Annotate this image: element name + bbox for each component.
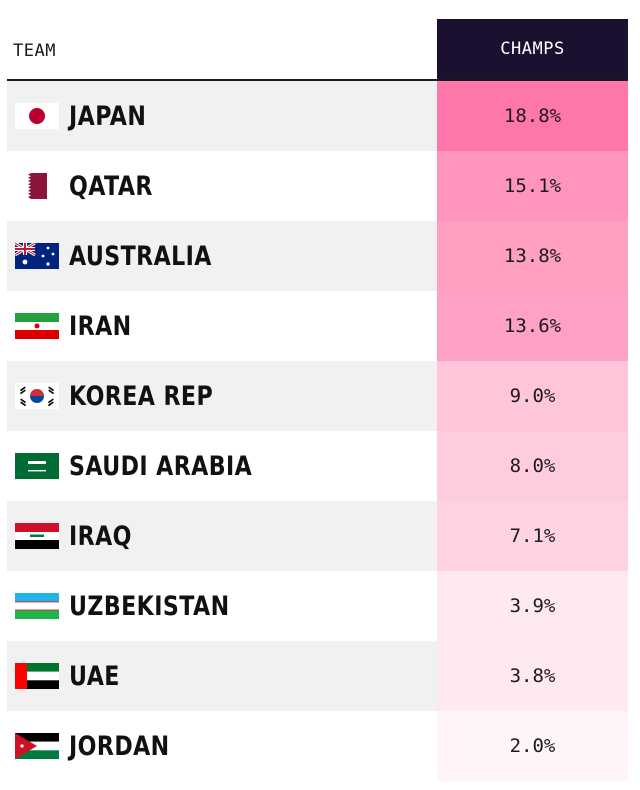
champs-value: 2.0% [509, 735, 556, 757]
champs-value: 3.8% [509, 665, 556, 687]
team-cell: QATAR [7, 151, 437, 221]
saudi-arabia-flag-icon [15, 453, 59, 479]
korea-flag-icon [15, 383, 59, 409]
champs-value: 15.1% [503, 175, 562, 197]
table-row: AUSTRALIA 13.8% [7, 221, 628, 291]
team-name: QATAR [69, 170, 153, 202]
team-name: IRAN [69, 310, 132, 342]
team-cell: AUSTRALIA [7, 221, 437, 291]
champs-column-header: CHAMPS [437, 19, 628, 79]
champs-value: 13.6% [503, 315, 562, 337]
iraq-flag-icon [15, 523, 59, 549]
champs-cell: 13.8% [437, 221, 628, 291]
champs-value: 8.0% [509, 455, 556, 477]
table-row: JORDAN 2.0% [7, 711, 628, 781]
table-row: UAE 3.8% [7, 641, 628, 711]
table-header: TEAM CHAMPS [7, 19, 628, 81]
team-name: JORDAN [69, 730, 170, 762]
champs-cell: 15.1% [437, 151, 628, 221]
uae-flag-icon [15, 663, 59, 689]
champs-cell: 9.0% [437, 361, 628, 431]
team-name: UZBEKISTAN [69, 590, 230, 622]
iran-flag-icon [15, 313, 59, 339]
team-name: JAPAN [69, 100, 147, 132]
uzbekistan-flag-icon [15, 593, 59, 619]
champs-cell: 3.9% [437, 571, 628, 641]
team-name: AUSTRALIA [69, 240, 212, 272]
champs-cell: 18.8% [437, 81, 628, 151]
table-row: IRAQ 7.1% [7, 501, 628, 571]
odds-table: TEAM CHAMPS JAPAN 18.8% QATAR [7, 19, 628, 781]
qatar-flag-icon [15, 173, 59, 199]
champs-value: 3.9% [509, 595, 556, 617]
champs-value: 18.8% [503, 105, 562, 127]
champs-column-label: CHAMPS [500, 39, 565, 59]
champs-value: 7.1% [509, 525, 556, 547]
japan-flag-icon [15, 103, 59, 129]
team-cell: JAPAN [7, 81, 437, 151]
champs-value: 9.0% [509, 385, 556, 407]
australia-flag-icon [15, 243, 59, 269]
team-name: UAE [69, 660, 120, 692]
table-row: SAUDI ARABIA 8.0% [7, 431, 628, 501]
champs-cell: 8.0% [437, 431, 628, 501]
team-cell: IRAN [7, 291, 437, 361]
champs-value: 13.8% [503, 245, 562, 267]
team-cell: JORDAN [7, 711, 437, 781]
team-cell: UZBEKISTAN [7, 571, 437, 641]
champs-cell: 2.0% [437, 711, 628, 781]
champs-cell: 7.1% [437, 501, 628, 571]
table-row: JAPAN 18.8% [7, 81, 628, 151]
team-cell: UAE [7, 641, 437, 711]
table-row: QATAR 15.1% [7, 151, 628, 221]
team-column-header: TEAM [13, 41, 56, 61]
team-name: IRAQ [69, 520, 132, 552]
jordan-flag-icon [15, 733, 59, 759]
team-name: SAUDI ARABIA [69, 450, 253, 482]
champs-cell: 13.6% [437, 291, 628, 361]
table-row: KOREA REP 9.0% [7, 361, 628, 431]
table-row: IRAN 13.6% [7, 291, 628, 361]
team-cell: KOREA REP [7, 361, 437, 431]
team-cell: IRAQ [7, 501, 437, 571]
table-row: UZBEKISTAN 3.9% [7, 571, 628, 641]
champs-cell: 3.8% [437, 641, 628, 711]
team-name: KOREA REP [69, 380, 214, 412]
team-cell: SAUDI ARABIA [7, 431, 437, 501]
